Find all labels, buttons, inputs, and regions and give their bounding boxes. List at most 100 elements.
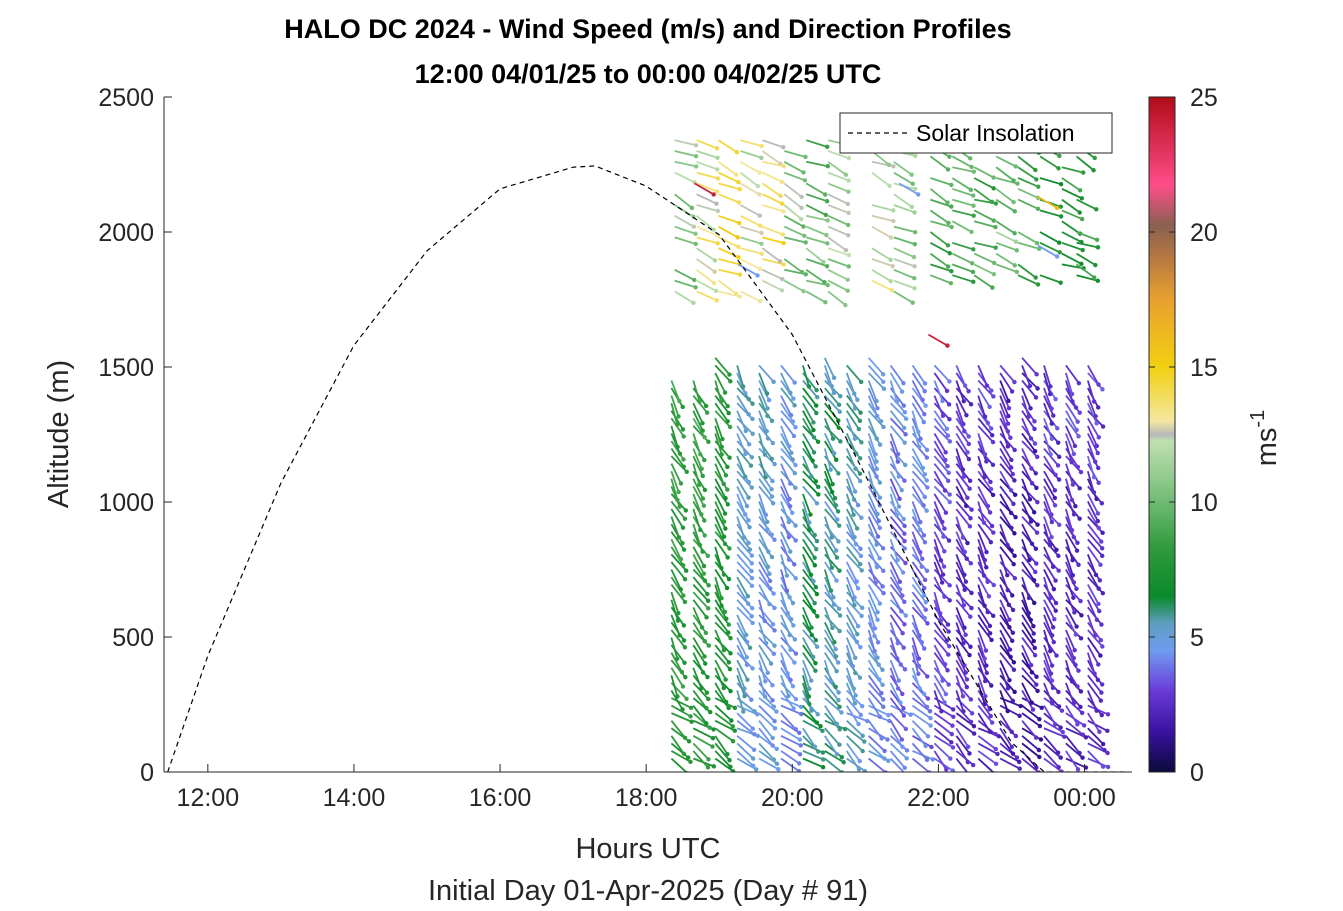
wind-barb bbox=[1061, 231, 1082, 243]
wind-barb-head bbox=[681, 638, 687, 643]
wind-barb bbox=[714, 599, 728, 620]
wind-barb bbox=[758, 742, 775, 761]
wind-barb-head bbox=[728, 636, 733, 641]
wind-barb-head bbox=[940, 398, 945, 404]
footnote: Initial Day 01-Apr-2025 (Day # 91) bbox=[428, 875, 868, 907]
wind-barb-head bbox=[991, 613, 996, 619]
wind-barb-head bbox=[836, 402, 842, 408]
wind-barb-head bbox=[1096, 525, 1102, 531]
x-tick-label: 14:00 bbox=[323, 784, 386, 812]
wind-barb-head bbox=[692, 277, 697, 283]
wind-barb-head bbox=[1034, 674, 1039, 679]
wind-barb-head bbox=[961, 709, 966, 714]
wind-barb bbox=[674, 215, 695, 228]
wind-barb-head bbox=[1035, 583, 1040, 588]
wind-barb bbox=[823, 584, 835, 606]
wind-barb-head bbox=[837, 742, 842, 747]
wind-barb bbox=[955, 636, 971, 656]
wind-barb bbox=[867, 659, 881, 680]
wind-barb-head bbox=[1069, 391, 1075, 397]
wind-barb bbox=[973, 209, 995, 222]
wind-barb-head bbox=[877, 714, 883, 720]
wind-barb-head bbox=[1098, 562, 1103, 567]
wind-barb-head bbox=[882, 756, 887, 761]
wind-barb-head bbox=[829, 535, 835, 540]
wind-barb bbox=[714, 674, 732, 692]
wind-barb bbox=[780, 644, 796, 664]
wind-barb-head bbox=[990, 439, 996, 445]
wind-barb bbox=[1043, 591, 1057, 612]
wind-barb bbox=[1087, 417, 1100, 438]
wind-barb-head bbox=[814, 591, 820, 597]
wind-barb bbox=[999, 523, 1009, 546]
wind-barb bbox=[1086, 652, 1096, 674]
wind-barb-head bbox=[813, 660, 818, 666]
wind-barb-head bbox=[719, 565, 724, 571]
wind-barb-head bbox=[1010, 593, 1015, 598]
wind-barb-head bbox=[858, 546, 863, 552]
wind-barb-head bbox=[924, 568, 930, 574]
wind-barb-head bbox=[1006, 398, 1011, 404]
wind-barb bbox=[955, 432, 969, 453]
wind-barb-head bbox=[757, 213, 762, 218]
wind-barb bbox=[780, 501, 790, 523]
wind-barb-head bbox=[860, 733, 865, 738]
wind-barb-head bbox=[938, 558, 944, 563]
wind-barb bbox=[999, 478, 1016, 496]
wind-barb bbox=[714, 636, 732, 654]
wind-barb-head bbox=[725, 751, 730, 757]
wind-barb-head bbox=[895, 686, 901, 691]
wind-barb bbox=[824, 757, 843, 772]
wind-barb bbox=[1043, 584, 1057, 604]
wind-barb-head bbox=[912, 286, 917, 291]
wind-barb bbox=[824, 561, 838, 582]
wind-barb-head bbox=[912, 229, 918, 235]
wind-barb-head bbox=[927, 709, 933, 714]
wind-barb bbox=[867, 599, 879, 621]
wind-barb-head bbox=[686, 739, 692, 744]
wind-barb bbox=[758, 652, 769, 674]
wind-barb-head bbox=[831, 375, 837, 380]
wind-barb-head bbox=[674, 422, 680, 427]
wind-barb-head bbox=[774, 761, 780, 766]
wind-barb bbox=[867, 380, 878, 402]
wind-barb-head bbox=[1058, 214, 1064, 219]
wind-barb-head bbox=[768, 661, 774, 666]
wind-barb bbox=[802, 440, 814, 462]
wind-barb bbox=[977, 417, 993, 436]
wind-barb-head bbox=[770, 622, 776, 627]
wind-barb bbox=[867, 516, 879, 537]
wind-barb bbox=[955, 569, 966, 591]
wind-barb bbox=[758, 697, 777, 713]
wind-barb-head bbox=[853, 693, 858, 698]
wind-barb-head bbox=[802, 178, 808, 183]
wind-barb bbox=[1043, 742, 1062, 759]
wind-barb-head bbox=[752, 709, 757, 714]
wind-barb-head bbox=[1072, 443, 1078, 449]
wind-barb bbox=[780, 463, 792, 484]
wind-barb bbox=[955, 659, 968, 680]
wind-barb bbox=[999, 380, 1010, 402]
wind-barb-head bbox=[991, 175, 996, 180]
wind-barb bbox=[780, 372, 792, 394]
wind-barb-head bbox=[680, 404, 685, 410]
wind-barb bbox=[692, 485, 705, 507]
wind-barb-head bbox=[993, 224, 998, 230]
wind-barb-head bbox=[971, 203, 976, 208]
wind-barb-head bbox=[743, 428, 749, 434]
wind-barb-head bbox=[831, 602, 837, 607]
wind-barb bbox=[889, 440, 899, 463]
wind-barb-head bbox=[940, 413, 946, 419]
wind-barb-head bbox=[903, 560, 908, 566]
wind-barb bbox=[889, 614, 904, 634]
wind-barb-head bbox=[943, 457, 948, 463]
wind-barb bbox=[1043, 682, 1053, 704]
wind-barb bbox=[692, 425, 710, 443]
wind-barb-head bbox=[971, 247, 976, 252]
wind-barb-head bbox=[813, 668, 818, 673]
wind-barb-head bbox=[732, 728, 738, 733]
wind-barb-head bbox=[1074, 586, 1079, 592]
wind-barb bbox=[670, 380, 681, 402]
wind-barb bbox=[780, 395, 792, 416]
wind-barb-head bbox=[881, 704, 886, 710]
